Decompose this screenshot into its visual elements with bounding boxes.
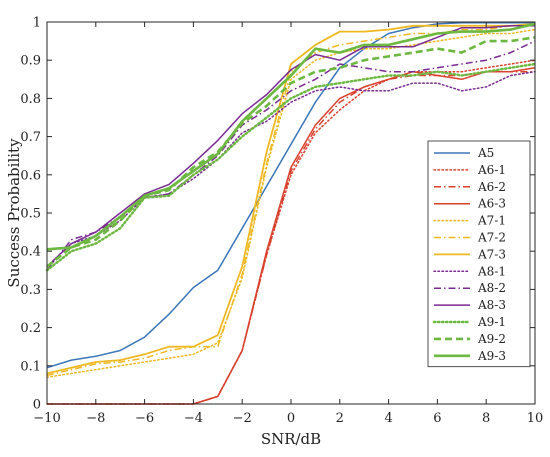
y-tick-label: 0.9	[20, 54, 41, 69]
legend: A5 A6-1 A6-2 A6-3 A7-1 A7-2 A7-3 A8-1 A8-2 A8-3 A9…	[427, 140, 531, 368]
tick-layer: −10 −8 −6 −4 −2 0 2 4 6 8 10 0 0.1 0.2 0.3 0.4 0.5 0.6 0.7…	[20, 16, 543, 427]
series-line-a9-3	[46, 22, 536, 251]
x-tick-label: 6	[433, 411, 441, 426]
series-line-a5	[46, 22, 535, 369]
legend-label-a6-3: A6-3	[477, 197, 506, 211]
legend-label-a6-2: A6-2	[477, 180, 506, 194]
legend-label-a5: A5	[477, 146, 494, 160]
y-tick-label: 0.7	[20, 130, 41, 145]
x-tick-label: −4	[184, 411, 203, 426]
y-tick-label: 0.6	[20, 168, 41, 183]
legend-label-a9-2: A9-2	[477, 332, 506, 346]
series-line-a8-3	[46, 25, 535, 268]
y-tick-label: 0.2	[20, 321, 41, 336]
series-line-a9-1	[45, 62, 537, 272]
legend-label-a7-3: A7-3	[477, 247, 506, 261]
y-tick-label: 1	[33, 16, 41, 31]
x-tick-label: 0	[287, 411, 295, 426]
y-tick-label: 0.4	[20, 245, 41, 260]
y-tick-label: 0.3	[20, 283, 41, 298]
x-tick-label: −8	[86, 411, 105, 426]
series-line-a7-1	[46, 28, 536, 379]
x-tick-label: 8	[482, 411, 490, 426]
legend-label-a9-3: A9-3	[477, 349, 506, 363]
legend-label-a7-2: A7-2	[477, 231, 506, 245]
legend-label-a8-1: A8-1	[477, 264, 506, 278]
y-tick-label: 0.8	[20, 92, 41, 107]
series-line-a7-3	[46, 23, 536, 375]
y-tick-label: 0.1	[20, 359, 41, 374]
legend-label-a8-3: A8-3	[477, 298, 506, 312]
x-tick-label: −2	[233, 411, 252, 426]
x-tick-label: −10	[33, 411, 60, 426]
y-axis-label: Success Probability	[5, 138, 23, 288]
x-tick-label: 4	[384, 411, 392, 426]
x-tick-label: 2	[336, 411, 344, 426]
series-line-a9-2	[46, 36, 536, 268]
series-line-a6-2	[47, 70, 535, 405]
legend-label-a7-1: A7-1	[477, 214, 506, 228]
y-tick-label: 0.5	[20, 207, 41, 222]
x-axis-label: SNR/dB	[261, 430, 321, 448]
legend-label-a9-1: A9-1	[477, 315, 506, 329]
legend-label-a6-1: A6-1	[477, 163, 506, 177]
x-tick-label: −6	[135, 411, 154, 426]
x-tick-label: 10	[527, 411, 544, 426]
y-tick-label: 0	[33, 398, 41, 413]
legend-label-a8-2: A8-2	[477, 281, 506, 295]
series-line-a8-1	[46, 70, 536, 268]
